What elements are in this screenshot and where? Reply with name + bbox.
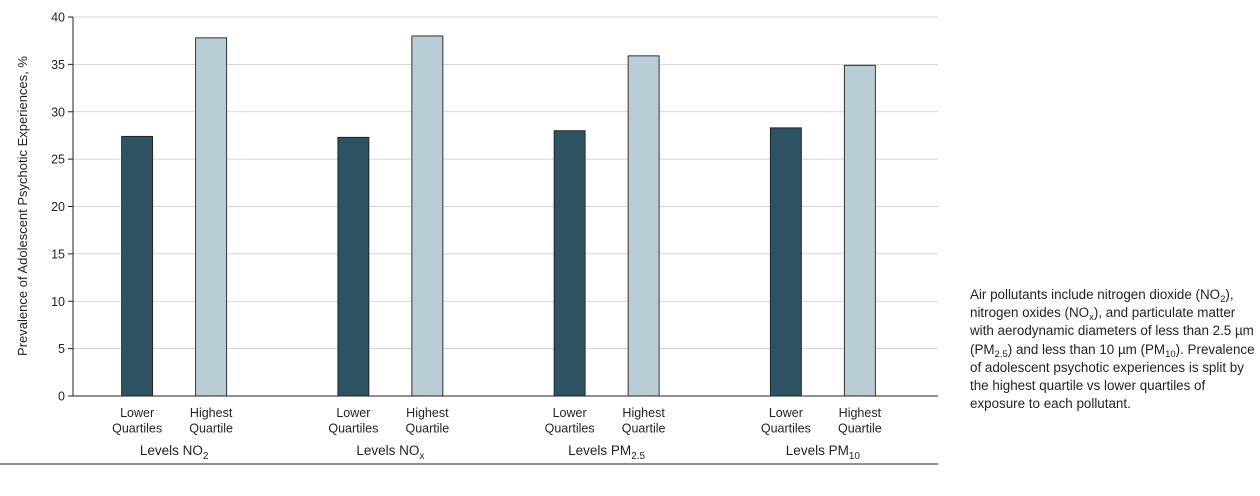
group-label-text: Levels NO — [356, 443, 419, 458]
y-tick-label: 5 — [58, 342, 65, 356]
caption-text-2: ), nitrogen oxides (NO — [970, 287, 1234, 321]
x-category-label: Highest — [622, 406, 665, 420]
x-category-label: Highest — [190, 406, 233, 420]
x-category-label: Highest — [406, 406, 449, 420]
group-label: Levels NO2 — [140, 443, 209, 462]
axes — [0, 16, 938, 465]
y-tick-label: 40 — [51, 11, 65, 25]
x-category-label: Highest — [839, 406, 882, 420]
y-tick-label: 35 — [51, 58, 65, 72]
bar-lower-quartiles — [553, 130, 586, 397]
group-label-subscript: 10 — [849, 451, 861, 462]
bar-highest-quartile — [843, 64, 876, 397]
y-tick-label: 30 — [51, 105, 65, 119]
x-category-label: Quartiles — [328, 422, 378, 436]
x-category-label: Quartile — [838, 422, 882, 436]
group-label-subscript: 2 — [203, 451, 209, 462]
bars — [121, 35, 876, 397]
y-tick-label: 0 — [58, 390, 65, 404]
bar-lower-quartiles — [121, 135, 154, 397]
x-category-label: Quartiles — [112, 422, 162, 436]
caption-text-5: ). Prevalence of adolescent psychotic ex… — [970, 341, 1255, 412]
y-tick-labels: 0 5 10 15 20 25 30 35 40 — [51, 11, 65, 404]
caption-text-4: ) and less than 10 µm (PM — [1007, 341, 1166, 357]
bar-highest-quartile — [627, 55, 660, 397]
y-tick-label: 20 — [51, 200, 65, 214]
caption-text-3: ), and particulate matter with aerodynam… — [970, 305, 1254, 357]
x-category-label: Quartiles — [761, 422, 811, 436]
caption-subscript-1: 2 — [1220, 294, 1226, 305]
group-label: Levels NOx — [356, 443, 424, 462]
y-tick-label: 25 — [51, 153, 65, 167]
x-category-label: Quartile — [405, 422, 449, 436]
group-label: Levels PM2.5 — [568, 443, 645, 462]
caption-subscript-3: 2.5 — [994, 348, 1008, 360]
bar-lower-quartiles — [769, 127, 802, 397]
group-label: Levels PM10 — [786, 443, 861, 462]
y-tick-label: 15 — [51, 247, 65, 261]
group-label-text: Levels PM — [568, 443, 631, 458]
x-category-label: Lower — [336, 406, 370, 420]
bar-chart: 0 5 10 15 20 25 30 35 40 Lower Quartiles Highest Qu… — [0, 11, 938, 465]
bar-highest-quartile — [411, 35, 444, 397]
caption-text-1: Air pollutants include nitrogen dioxide … — [970, 287, 1221, 302]
group-label-subscript: x — [419, 451, 424, 462]
x-category-label: Quartile — [622, 422, 666, 436]
figure-caption: Air pollutants include nitrogen dioxide … — [970, 286, 1255, 413]
group-label-text: Levels PM — [786, 443, 849, 458]
x-category-label: Lower — [769, 406, 803, 420]
group-label-subscript: 2.5 — [631, 451, 645, 462]
bar-highest-quartile — [195, 37, 228, 397]
x-category-label: Quartile — [189, 422, 233, 436]
y-tick-label: 10 — [51, 295, 65, 309]
x-category-label: Quartiles — [545, 422, 595, 436]
x-category-label: Lower — [553, 406, 587, 420]
y-axis-label: Prevalence of Adolescent Psychotic Exper… — [15, 56, 30, 356]
caption-subscript-4: 10 — [1165, 348, 1176, 360]
group-label-text: Levels NO — [140, 443, 203, 458]
x-category-label: Lower — [120, 406, 154, 420]
caption-subscript-2: x — [1089, 312, 1094, 324]
bar-lower-quartiles — [337, 136, 370, 397]
